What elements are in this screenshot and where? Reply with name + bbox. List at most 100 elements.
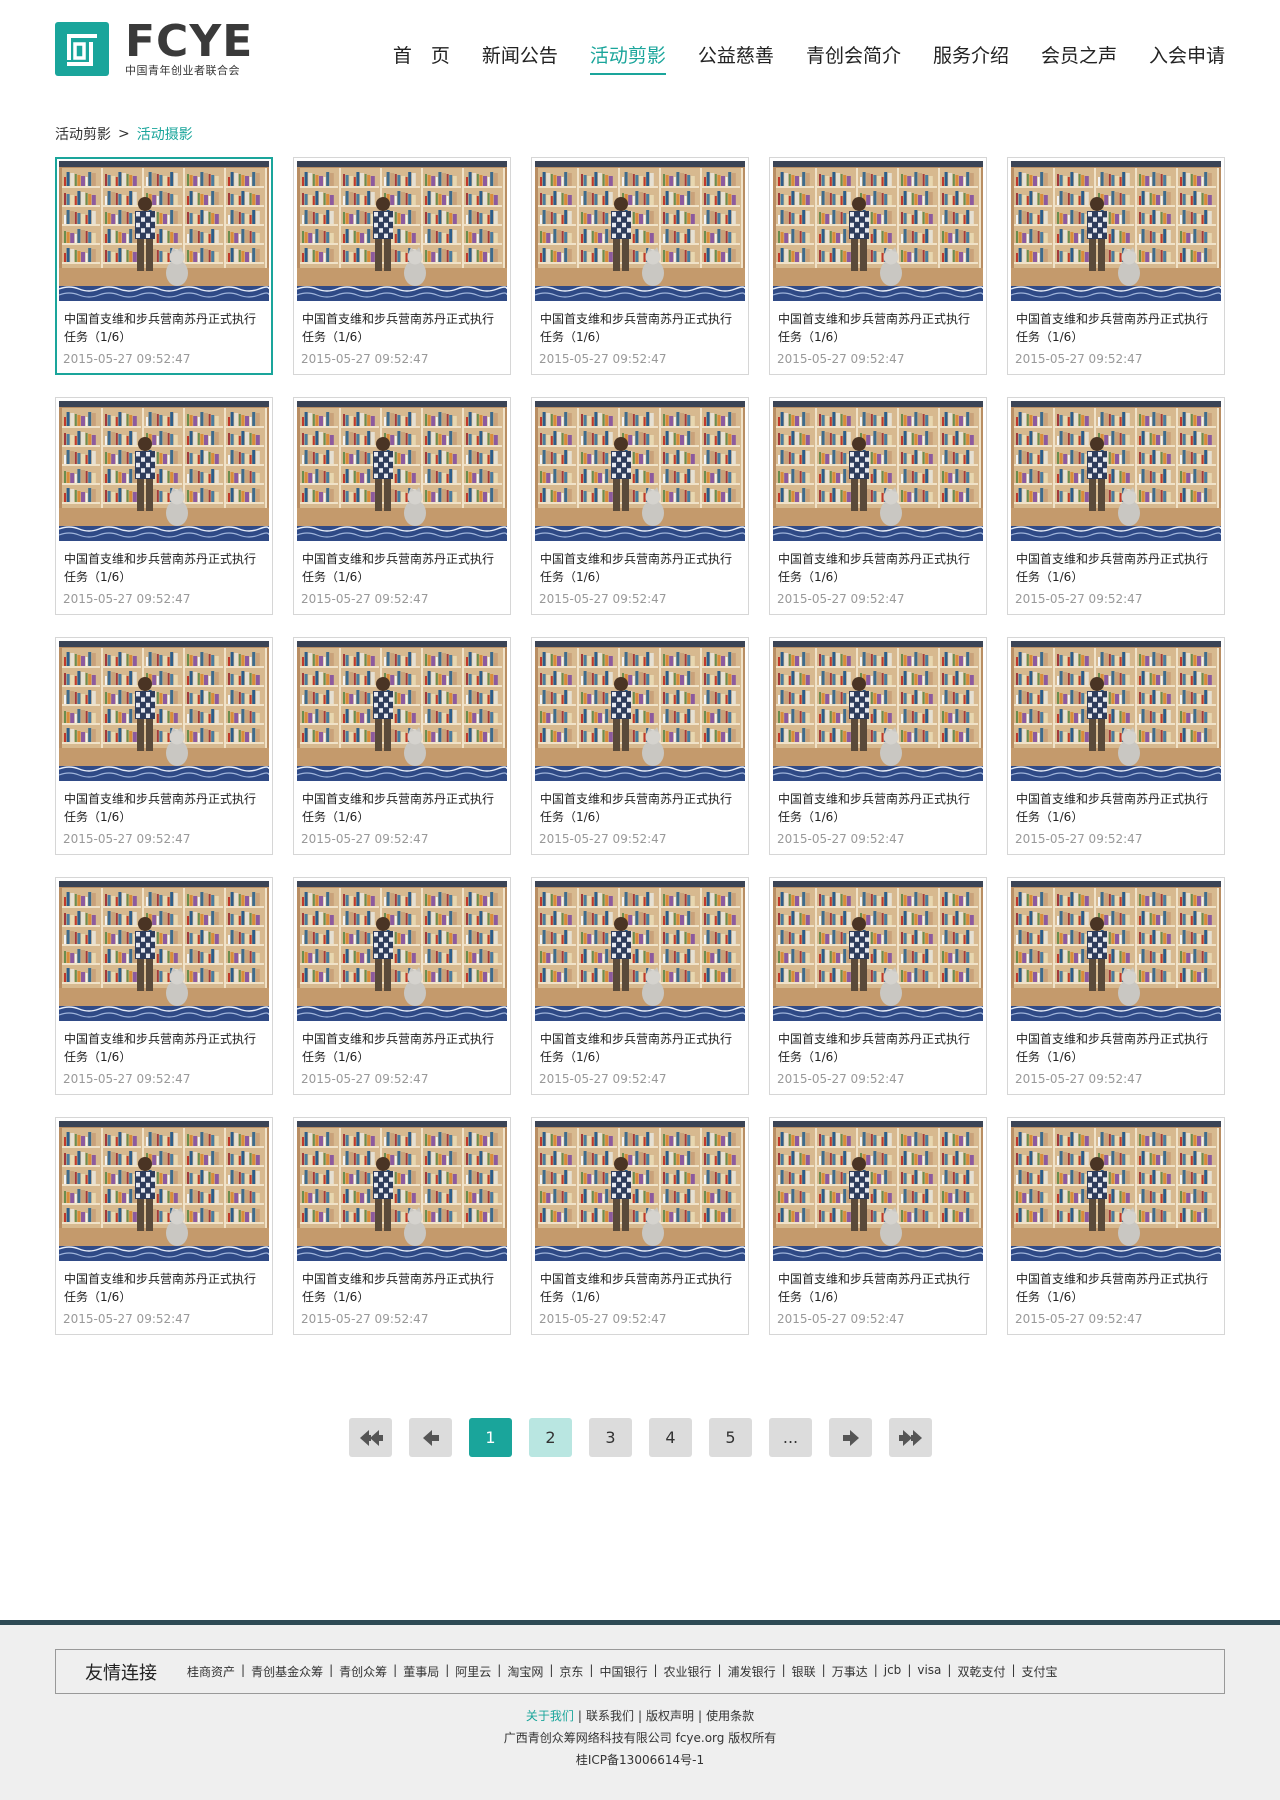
- fcye-logo[interactable]: FCYE 中国青年创业者联合会: [55, 16, 252, 78]
- photo-card[interactable]: 中国首支维和步兵营南苏丹正式执行任务（1/6） 2015-05-27 09:52:…: [531, 877, 749, 1095]
- photo-card[interactable]: 中国首支维和步兵营南苏丹正式执行任务（1/6） 2015-05-27 09:52:…: [531, 397, 749, 615]
- friend-link[interactable]: 桂商资产: [187, 1665, 236, 1679]
- nav-item-4[interactable]: 青创会简介: [805, 45, 901, 67]
- photo-title[interactable]: 中国首支维和步兵营南苏丹正式执行任务（1/6）: [540, 1272, 733, 1304]
- photo-title[interactable]: 中国首支维和步兵营南苏丹正式执行任务（1/6）: [64, 312, 257, 344]
- photo-card[interactable]: 中国首支维和步兵营南苏丹正式执行任务（1/6） 2015-05-27 09:52:…: [769, 157, 987, 375]
- nav-item-7[interactable]: 入会申请: [1148, 45, 1225, 67]
- photo-title[interactable]: 中国首支维和步兵营南苏丹正式执行任务（1/6）: [64, 1272, 257, 1304]
- photo-thumbnail[interactable]: [535, 641, 745, 781]
- photo-title[interactable]: 中国首支维和步兵营南苏丹正式执行任务（1/6）: [540, 1032, 733, 1064]
- photo-thumbnail[interactable]: [1011, 401, 1221, 541]
- photo-card[interactable]: 中国首支维和步兵营南苏丹正式执行任务（1/6） 2015-05-27 09:52:…: [769, 397, 987, 615]
- friend-link[interactable]: 阿里云: [455, 1665, 492, 1679]
- friend-link[interactable]: 浦发银行: [727, 1665, 776, 1679]
- photo-card[interactable]: 中国首支维和步兵营南苏丹正式执行任务（1/6） 2015-05-27 09:52:…: [55, 157, 273, 375]
- photo-card[interactable]: 中国首支维和步兵营南苏丹正式执行任务（1/6） 2015-05-27 09:52:…: [531, 1117, 749, 1335]
- photo-thumbnail[interactable]: [297, 1121, 507, 1261]
- photo-title[interactable]: 中国首支维和步兵营南苏丹正式执行任务（1/6）: [302, 1032, 495, 1064]
- photo-thumbnail[interactable]: [59, 881, 269, 1021]
- photo-thumbnail[interactable]: [1011, 1121, 1221, 1261]
- footer-link[interactable]: 版权声明: [646, 1709, 695, 1723]
- photo-thumbnail[interactable]: [297, 641, 507, 781]
- photo-title[interactable]: 中国首支维和步兵营南苏丹正式执行任务（1/6）: [1016, 312, 1209, 344]
- photo-card[interactable]: 中国首支维和步兵营南苏丹正式执行任务（1/6） 2015-05-27 09:52:…: [293, 637, 511, 855]
- footer-link[interactable]: 使用条款: [706, 1709, 755, 1723]
- nav-item-0[interactable]: 首 页: [392, 45, 450, 67]
- first-page-button[interactable]: [349, 1418, 392, 1457]
- footer-link[interactable]: 关于我们: [525, 1709, 574, 1723]
- photo-title[interactable]: 中国首支维和步兵营南苏丹正式执行任务（1/6）: [778, 1272, 971, 1304]
- photo-card[interactable]: 中国首支维和步兵营南苏丹正式执行任务（1/6） 2015-05-27 09:52:…: [531, 157, 749, 375]
- photo-thumbnail[interactable]: [535, 401, 745, 541]
- friend-link[interactable]: 支付宝: [1021, 1665, 1058, 1679]
- photo-thumbnail[interactable]: [297, 881, 507, 1021]
- photo-thumbnail[interactable]: [535, 1121, 745, 1261]
- photo-card[interactable]: 中国首支维和步兵营南苏丹正式执行任务（1/6） 2015-05-27 09:52:…: [55, 1117, 273, 1335]
- page-button-1[interactable]: 1: [469, 1418, 512, 1457]
- photo-title[interactable]: 中国首支维和步兵营南苏丹正式执行任务（1/6）: [540, 792, 733, 824]
- friend-link[interactable]: visa: [917, 1663, 942, 1677]
- friend-link[interactable]: 淘宝网: [507, 1665, 544, 1679]
- photo-title[interactable]: 中国首支维和步兵营南苏丹正式执行任务（1/6）: [778, 792, 971, 824]
- photo-card[interactable]: 中国首支维和步兵营南苏丹正式执行任务（1/6） 2015-05-27 09:52:…: [1007, 157, 1225, 375]
- photo-card[interactable]: 中国首支维和步兵营南苏丹正式执行任务（1/6） 2015-05-27 09:52:…: [293, 1117, 511, 1335]
- photo-title[interactable]: 中国首支维和步兵营南苏丹正式执行任务（1/6）: [1016, 792, 1209, 824]
- photo-card[interactable]: 中国首支维和步兵营南苏丹正式执行任务（1/6） 2015-05-27 09:52:…: [293, 877, 511, 1095]
- friend-link[interactable]: 农业银行: [663, 1665, 712, 1679]
- page-button-3[interactable]: 3: [589, 1418, 632, 1457]
- photo-card[interactable]: 中国首支维和步兵营南苏丹正式执行任务（1/6） 2015-05-27 09:52:…: [293, 157, 511, 375]
- breadcrumb-parent[interactable]: 活动剪影: [55, 127, 111, 143]
- friend-link[interactable]: 青创众筹: [339, 1665, 388, 1679]
- photo-card[interactable]: 中国首支维和步兵营南苏丹正式执行任务（1/6） 2015-05-27 09:52:…: [769, 877, 987, 1095]
- photo-thumbnail[interactable]: [59, 641, 269, 781]
- photo-card[interactable]: 中国首支维和步兵营南苏丹正式执行任务（1/6） 2015-05-27 09:52:…: [55, 877, 273, 1095]
- photo-title[interactable]: 中国首支维和步兵营南苏丹正式执行任务（1/6）: [1016, 1032, 1209, 1064]
- photo-thumbnail[interactable]: [1011, 161, 1221, 301]
- photo-thumbnail[interactable]: [773, 161, 983, 301]
- footer-link[interactable]: 联系我们: [585, 1709, 634, 1723]
- photo-title[interactable]: 中国首支维和步兵营南苏丹正式执行任务（1/6）: [778, 1032, 971, 1064]
- photo-card[interactable]: 中国首支维和步兵营南苏丹正式执行任务（1/6） 2015-05-27 09:52:…: [769, 1117, 987, 1335]
- friend-link[interactable]: jcb: [883, 1663, 902, 1677]
- photo-thumbnail[interactable]: [1011, 881, 1221, 1021]
- photo-title[interactable]: 中国首支维和步兵营南苏丹正式执行任务（1/6）: [64, 552, 257, 584]
- photo-thumbnail[interactable]: [773, 641, 983, 781]
- friend-link[interactable]: 中国银行: [599, 1665, 648, 1679]
- nav-item-1[interactable]: 新闻公告: [481, 45, 558, 67]
- nav-item-2[interactable]: 活动剪影: [589, 42, 666, 75]
- nav-item-6[interactable]: 会员之声: [1040, 45, 1117, 67]
- photo-card[interactable]: 中国首支维和步兵营南苏丹正式执行任务（1/6） 2015-05-27 09:52:…: [531, 637, 749, 855]
- photo-title[interactable]: 中国首支维和步兵营南苏丹正式执行任务（1/6）: [778, 312, 971, 344]
- friend-link[interactable]: 京东: [559, 1665, 584, 1679]
- photo-title[interactable]: 中国首支维和步兵营南苏丹正式执行任务（1/6）: [1016, 1272, 1209, 1304]
- photo-thumbnail[interactable]: [297, 161, 507, 301]
- prev-page-button[interactable]: [409, 1418, 452, 1457]
- photo-title[interactable]: 中国首支维和步兵营南苏丹正式执行任务（1/6）: [302, 792, 495, 824]
- photo-thumbnail[interactable]: [1011, 641, 1221, 781]
- friend-link[interactable]: 董事局: [403, 1665, 440, 1679]
- photo-thumbnail[interactable]: [297, 401, 507, 541]
- friend-link[interactable]: 银联: [791, 1665, 816, 1679]
- nav-item-5[interactable]: 服务介绍: [932, 45, 1009, 67]
- photo-title[interactable]: 中国首支维和步兵营南苏丹正式执行任务（1/6）: [540, 312, 733, 344]
- photo-card[interactable]: 中国首支维和步兵营南苏丹正式执行任务（1/6） 2015-05-27 09:52:…: [1007, 877, 1225, 1095]
- photo-title[interactable]: 中国首支维和步兵营南苏丹正式执行任务（1/6）: [302, 552, 495, 584]
- friend-link[interactable]: 万事达: [831, 1665, 868, 1679]
- photo-thumbnail[interactable]: [773, 1121, 983, 1261]
- last-page-button[interactable]: [889, 1418, 932, 1457]
- photo-card[interactable]: 中国首支维和步兵营南苏丹正式执行任务（1/6） 2015-05-27 09:52:…: [55, 397, 273, 615]
- page-button-5[interactable]: 5: [709, 1418, 752, 1457]
- page-button-4[interactable]: 4: [649, 1418, 692, 1457]
- photo-card[interactable]: 中国首支维和步兵营南苏丹正式执行任务（1/6） 2015-05-27 09:52:…: [293, 397, 511, 615]
- photo-title[interactable]: 中国首支维和步兵营南苏丹正式执行任务（1/6）: [302, 312, 495, 344]
- photo-title[interactable]: 中国首支维和步兵营南苏丹正式执行任务（1/6）: [778, 552, 971, 584]
- photo-card[interactable]: 中国首支维和步兵营南苏丹正式执行任务（1/6） 2015-05-27 09:52:…: [55, 637, 273, 855]
- friend-link[interactable]: 双乾支付: [957, 1665, 1006, 1679]
- photo-thumbnail[interactable]: [773, 881, 983, 1021]
- photo-card[interactable]: 中国首支维和步兵营南苏丹正式执行任务（1/6） 2015-05-27 09:52:…: [1007, 397, 1225, 615]
- photo-card[interactable]: 中国首支维和步兵营南苏丹正式执行任务（1/6） 2015-05-27 09:52:…: [769, 637, 987, 855]
- photo-title[interactable]: 中国首支维和步兵营南苏丹正式执行任务（1/6）: [64, 1032, 257, 1064]
- photo-thumbnail[interactable]: [59, 1121, 269, 1261]
- photo-title[interactable]: 中国首支维和步兵营南苏丹正式执行任务（1/6）: [1016, 552, 1209, 584]
